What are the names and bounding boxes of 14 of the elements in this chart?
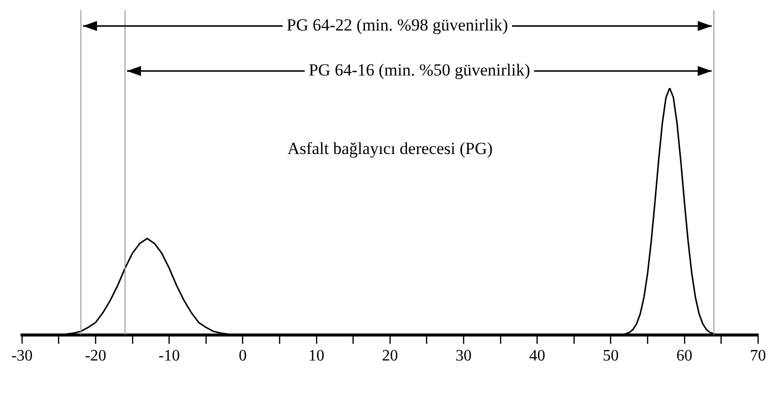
x-tick-label: 0 xyxy=(238,348,247,365)
x-tick-label: 20 xyxy=(382,348,398,365)
x-tick-label: -20 xyxy=(84,348,106,365)
x-tick-label: -10 xyxy=(158,348,180,365)
x-tick-label: 50 xyxy=(602,348,619,365)
x-tick-label: 40 xyxy=(529,348,546,365)
x-tick-label: 30 xyxy=(456,348,472,365)
x-tick-label: 10 xyxy=(308,348,324,365)
x-tick-label: 60 xyxy=(676,348,692,365)
text: PG 64-16 (min. %50 güvenirlik) xyxy=(308,60,530,80)
x-tick-label: 70 xyxy=(750,348,766,365)
annotation: Asfalt bağlayıcı derecesi (PG) xyxy=(287,139,493,158)
text: PG 64-22 (min. %98 güvenirlik) xyxy=(286,15,508,34)
x-tick-label: -30 xyxy=(11,348,33,365)
